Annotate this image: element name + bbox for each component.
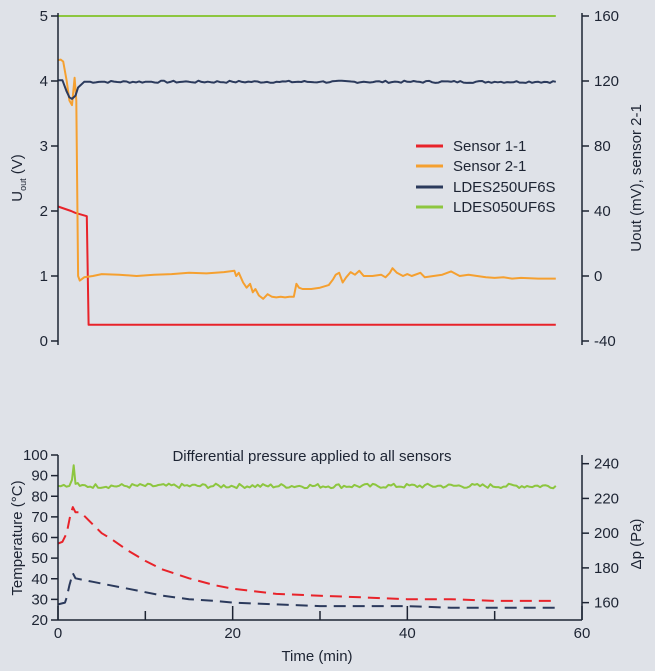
top-right-tick-label-0: 0	[594, 268, 602, 285]
top-left-axis-title-main: U	[9, 191, 26, 202]
top-left-axis-title-unit: (V)	[9, 154, 26, 178]
top-left-tick-label-4: 4	[40, 73, 48, 90]
top-left-tick-label-5: 5	[40, 8, 48, 25]
line-temp-red	[57, 506, 556, 602]
top-left-tick-label-2: 2	[40, 203, 48, 220]
top-legend: Sensor 1-1 Sensor 2-1 LDES250UF6S LDES05…	[416, 138, 556, 216]
bottom-x-axis-title: Time (min)	[281, 648, 352, 665]
top-left-tick-label-3: 3	[40, 138, 48, 155]
bottom-left-axis-title: Temperature (°C)	[9, 480, 26, 595]
bottom-x-ticks: 0 20 40 60	[54, 606, 591, 642]
legend-label-sensor-2-1: Sensor 2-1	[453, 158, 526, 175]
line-sensor-1-1	[57, 205, 556, 326]
bottom-left-tick-label-60: 60	[31, 530, 48, 547]
bottom-left-tick-label-90: 90	[31, 468, 48, 485]
top-left-axis-title: Uout (V)	[9, 154, 28, 202]
line-dp-green	[57, 464, 557, 490]
top-plot-lines	[57, 15, 557, 326]
bottom-right-axis-title: Δp (Pa)	[628, 519, 645, 570]
bottom-left-tick-label-80: 80	[31, 488, 48, 505]
bottom-left-tick-label-100: 100	[23, 447, 48, 464]
bottom-x-tick-label-40: 40	[399, 625, 416, 642]
top-right-tick-label--40: -40	[594, 333, 616, 350]
bottom-chart: 20 30 40 50 60 70 80 90 100 160 180 200 220 240 0 20 4…	[9, 447, 645, 665]
bottom-x-tick-label-20: 20	[224, 625, 241, 642]
legend-label-sensor-1-1: Sensor 1-1	[453, 138, 526, 155]
top-left-tick-label-1: 1	[40, 268, 48, 285]
bottom-annotation: Differential pressure applied to all sen…	[172, 448, 451, 465]
bottom-right-tick-label-240: 240	[594, 456, 619, 473]
top-left-tick-label-0: 0	[40, 333, 48, 350]
bottom-right-ticks: 160 180 200 220 240	[582, 456, 619, 612]
legend-label-ldes050: LDES050UF6S	[453, 199, 556, 216]
top-left-axis-title-sub: out	[18, 178, 28, 191]
line-ldes250	[58, 79, 557, 100]
top-right-tick-label-160: 160	[594, 8, 619, 25]
bottom-x-tick-label-60: 60	[574, 625, 591, 642]
line-sensor-2-1	[57, 58, 556, 300]
bottom-left-ticks: 20 30 40 50 60 70 80 90 100	[23, 447, 58, 629]
top-right-tick-label-40: 40	[594, 203, 611, 220]
top-right-tick-label-120: 120	[594, 73, 619, 90]
top-right-tick-label-80: 80	[594, 138, 611, 155]
top-right-axis-title: Uout (mV), sensor 2-1	[628, 104, 645, 252]
bottom-x-tick-label-0: 0	[54, 625, 62, 642]
bottom-left-tick-label-50: 50	[31, 550, 48, 567]
top-chart: 0 1 2 3 4 5 -40 0 40 80 120 160 Uout (V) Uout (mV)…	[9, 8, 645, 350]
bottom-left-tick-label-30: 30	[31, 591, 48, 608]
bottom-right-tick-label-180: 180	[594, 560, 619, 577]
top-left-ticks: 0 1 2 3 4 5	[40, 8, 58, 350]
bottom-left-tick-label-40: 40	[31, 571, 48, 588]
bottom-plot-lines	[57, 464, 557, 609]
bottom-right-tick-label-220: 220	[594, 490, 619, 507]
top-right-ticks: -40 0 40 80 120 160	[582, 8, 619, 350]
bottom-right-tick-label-160: 160	[594, 595, 619, 612]
bottom-left-tick-label-20: 20	[31, 612, 48, 629]
legend-label-ldes250: LDES250UF6S	[453, 179, 556, 196]
line-temp-navy	[57, 572, 556, 609]
bottom-left-tick-label-70: 70	[31, 509, 48, 526]
bottom-right-tick-label-200: 200	[594, 525, 619, 542]
